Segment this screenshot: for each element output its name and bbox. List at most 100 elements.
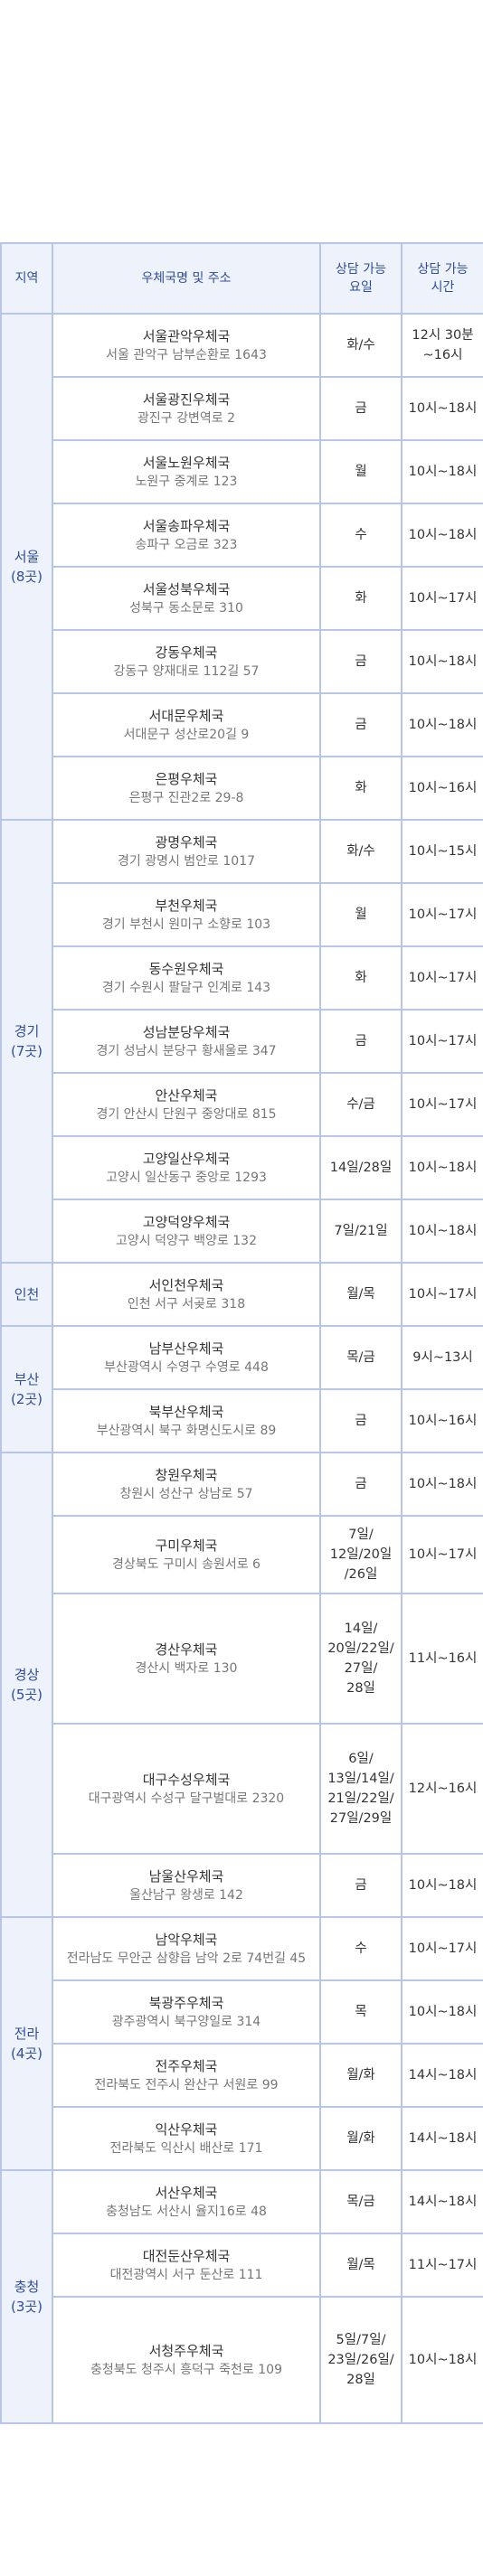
region-cell: 부산 (2곳) <box>0 1325 53 1453</box>
office-name: 안산우체국 <box>155 1086 218 1104</box>
office-cell: 서울노원우체국 노원구 중계로 123 <box>52 439 321 504</box>
office-cell: 남울산우체국 울산남구 왕생로 142 <box>52 1853 321 1918</box>
table-row: 서울광진우체국 광진구 강변역로 2 금 10시~18시 <box>1 376 483 441</box>
consult-day: 금 <box>319 1853 402 1918</box>
office-cell: 구미우체국 경상북도 구미시 송원서로 6 <box>52 1515 321 1594</box>
region-cell: 전라 (4곳) <box>0 1916 53 2171</box>
office-cell: 서울광진우체국 광진구 강변역로 2 <box>52 376 321 441</box>
consult-day: 금 <box>319 1452 402 1517</box>
office-address: 경기 부천시 원미구 소향로 103 <box>101 917 271 932</box>
office-address: 대구광역시 수성구 달구벌대로 2320 <box>88 1791 285 1806</box>
office-cell: 서인천우체국 인천 서구 서곶로 318 <box>52 1262 321 1327</box>
table-row: 남울산우체국 울산남구 왕생로 142 금 10시~18시 <box>1 1853 483 1918</box>
table-row: 경산우체국 경산시 백자로 130 14일/ 20일/22일/ 27일/ 28일 11… <box>1 1593 483 1725</box>
region-cell: 경상 (5곳) <box>0 1452 53 1918</box>
consult-day: 수 <box>319 503 402 568</box>
region-cell: 인천 <box>0 1262 53 1327</box>
consult-day: 월 <box>319 882 402 947</box>
table-row: 경기 (7곳) 광명우체국 경기 광명시 범안로 1017 화/수 10시~15시 <box>0 819 483 1264</box>
office-name: 서산우체국 <box>155 2184 218 2201</box>
table-row: 인천 서인천우체국 인천 서구 서곶로 318 월/목 10시~17시 <box>0 1262 483 1327</box>
consult-day: 화/수 <box>319 313 402 378</box>
office-name: 서울노원우체국 <box>142 454 231 471</box>
consult-time: 14시~18시 <box>401 2169 483 2234</box>
table-row: 대구수성우체국 대구광역시 수성구 달구벌대로 2320 6일/ 13일/14일/ … <box>1 1723 483 1855</box>
table-body: 서울 (8곳) 서울관악우체국 서울 관악구 남부순환로 1643 화/수 12시 30… <box>0 313 483 2424</box>
office-address: 성북구 동소문로 310 <box>129 600 243 616</box>
table-row: 강동우체국 강동구 양재대로 112길 57 금 10시~18시 <box>1 629 483 694</box>
office-cell: 북광주우체국 광주광역시 북구양일로 314 <box>52 1979 321 2045</box>
consult-time: 10시~18시 <box>401 1135 483 1200</box>
office-name: 전주우체국 <box>155 2057 218 2074</box>
consult-time: 10시~17시 <box>401 1009 483 1074</box>
consult-time: 10시~18시 <box>401 1853 483 1918</box>
consult-time: 10시~18시 <box>401 629 483 694</box>
consult-time: 10시~17시 <box>401 882 483 947</box>
office-name: 대전둔산우체국 <box>142 2247 231 2264</box>
table-row: 은평우체국 은평구 진관2로 29-8 화 10시~16시 <box>1 756 483 821</box>
consult-day: 금 <box>319 1388 402 1453</box>
office-address: 고양시 일산동구 중앙로 1293 <box>106 1170 267 1185</box>
office-name: 부천우체국 <box>155 897 218 914</box>
table-row: 부천우체국 경기 부천시 원미구 소향로 103 월 10시~17시 <box>1 882 483 947</box>
consult-day: 월/화 <box>319 2043 402 2108</box>
office-name: 창원우체국 <box>155 1466 218 1483</box>
consult-day: 14일/ 20일/22일/ 27일/ 28일 <box>319 1593 402 1725</box>
consult-time: 10시~18시 <box>401 1979 483 2045</box>
office-name: 대구수성우체국 <box>142 1771 231 1788</box>
consult-time: 10시~17시 <box>401 1515 483 1594</box>
office-name: 성남분당우체국 <box>142 1023 231 1040</box>
office-cell: 은평우체국 은평구 진관2로 29-8 <box>52 756 321 821</box>
consult-day: 월/목 <box>319 1262 402 1327</box>
region-cell: 서울 (8곳) <box>0 313 53 821</box>
post-office-schedule-table: 지역 우체국명 및 주소 상담 가능 요일 상담 가능 시간 서울 (8곳) 서울… <box>0 242 483 2424</box>
office-name: 고양일산우체국 <box>142 1150 231 1167</box>
office-cell: 서청주우체국 충청북도 청주시 흥덕구 죽천로 109 <box>52 2296 321 2424</box>
header-office: 우체국명 및 주소 <box>52 242 321 315</box>
consult-time: 10시~17시 <box>401 1072 483 1137</box>
consult-day: 화 <box>319 756 402 821</box>
office-name: 강동우체국 <box>155 644 218 661</box>
consult-time: 10시~17시 <box>401 1262 483 1327</box>
consult-day: 금 <box>319 692 402 757</box>
header-region: 지역 <box>0 242 53 315</box>
office-address: 전라북도 전주시 완산구 서원로 99 <box>94 2077 279 2092</box>
office-name: 서울성북우체국 <box>142 580 231 597</box>
consult-time: 10시~18시 <box>401 2296 483 2424</box>
table-row: 서청주우체국 충청북도 청주시 흥덕구 죽천로 109 5일/7일/ 23일/26일… <box>1 2296 483 2424</box>
office-name: 북광주우체국 <box>148 1994 224 2011</box>
office-name: 서울광진우체국 <box>142 390 231 408</box>
table-row: 동수원우체국 경기 수원시 팔달구 인계로 143 화 10시~17시 <box>1 945 483 1011</box>
table-row: 서울노원우체국 노원구 중계로 123 월 10시~18시 <box>1 439 483 504</box>
office-address: 서대문구 성산로20길 9 <box>123 727 250 742</box>
header-day: 상담 가능 요일 <box>319 242 402 315</box>
table-header-row: 지역 우체국명 및 주소 상담 가능 요일 상담 가능 시간 <box>0 242 483 315</box>
office-address: 경기 수원시 팔달구 인계로 143 <box>101 980 271 995</box>
consult-day: 목 <box>319 1979 402 2045</box>
consult-day: 금 <box>319 1009 402 1074</box>
table-row: 안산우체국 경기 안산시 단원구 중앙대로 815 수/금 10시~17시 <box>1 1072 483 1137</box>
office-cell: 서울송파우체국 송파구 오금로 323 <box>52 503 321 568</box>
office-name: 구미우체국 <box>155 1537 218 1554</box>
consult-time: 10시~15시 <box>401 819 483 884</box>
office-address: 경기 성남시 분당구 황새울로 347 <box>96 1043 277 1058</box>
table-row: 서울성북우체국 성북구 동소문로 310 화 10시~17시 <box>1 566 483 631</box>
consult-day: 월/화 <box>319 2106 402 2171</box>
office-name: 동수원우체국 <box>148 960 224 977</box>
consult-time: 14시~18시 <box>401 2043 483 2108</box>
office-cell: 안산우체국 경기 안산시 단원구 중앙대로 815 <box>52 1072 321 1137</box>
region-cell: 경기 (7곳) <box>0 819 53 1264</box>
office-address: 서울 관악구 남부순환로 1643 <box>106 347 267 362</box>
consult-day: 14일/28일 <box>319 1135 402 1200</box>
office-address: 대전광역시 서구 둔산로 111 <box>109 2267 263 2282</box>
office-name: 남울산우체국 <box>148 1867 224 1885</box>
consult-day: 화/수 <box>319 819 402 884</box>
office-name: 남부산우체국 <box>148 1340 224 1357</box>
consult-time: 10시~17시 <box>401 1916 483 1981</box>
office-address: 경기 광명시 범안로 1017 <box>117 853 256 869</box>
